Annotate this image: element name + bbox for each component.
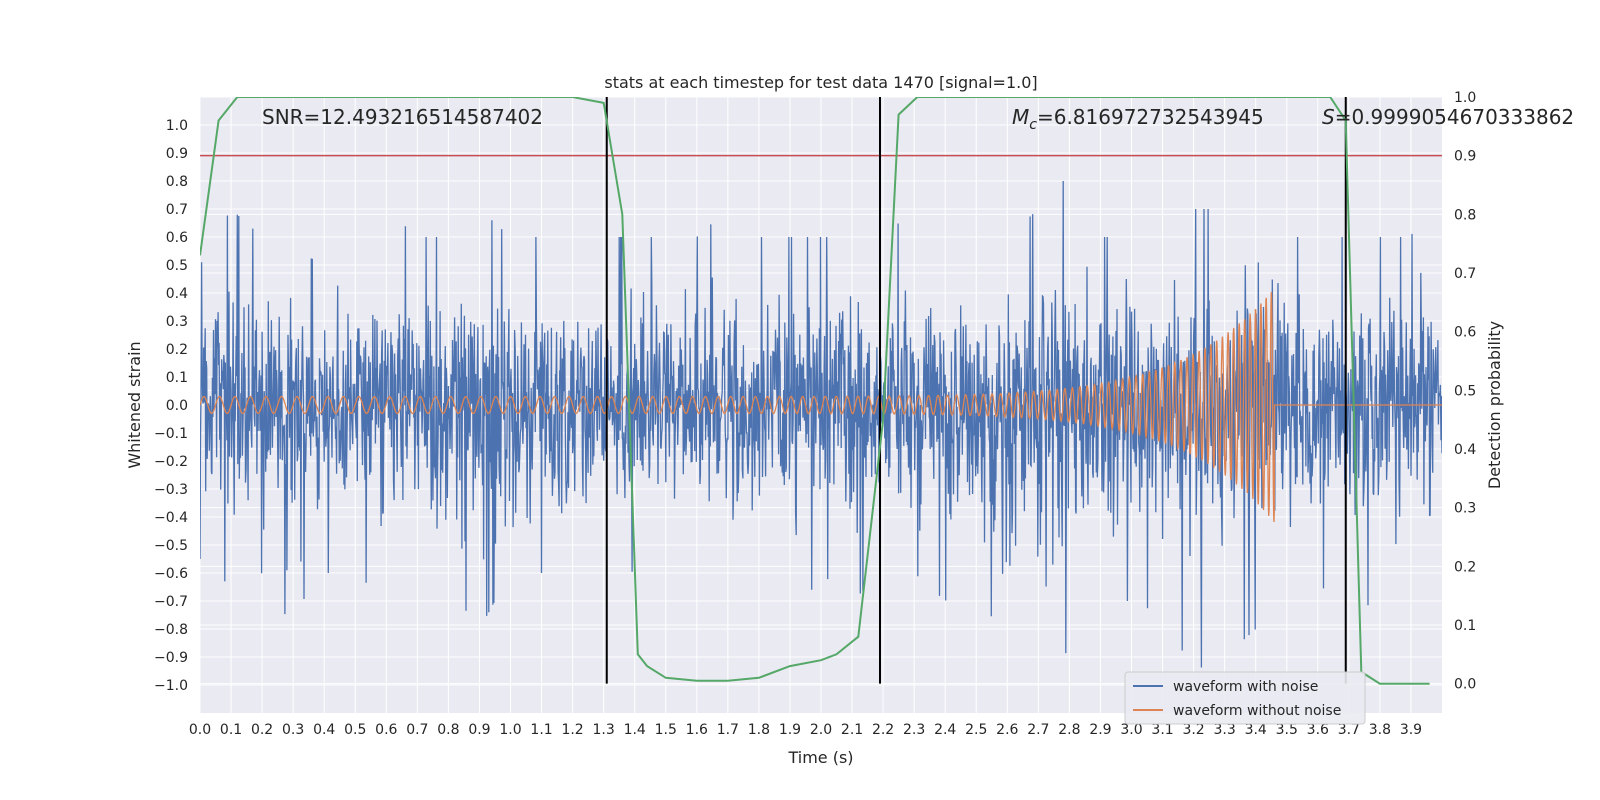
x-tick-label: 3.5 xyxy=(1276,722,1298,738)
y-right-tick-label: 0.3 xyxy=(1454,501,1476,517)
legend-box xyxy=(1124,671,1366,725)
x-tick-label: 2.1 xyxy=(841,722,863,738)
y-tick-label: 0.6 xyxy=(166,230,188,246)
y-tick-label: −0.2 xyxy=(154,454,188,470)
x-tick-label: 2.6 xyxy=(996,722,1018,738)
y-right-tick-label: 0.2 xyxy=(1454,559,1476,575)
y-right-tick-label: 0.4 xyxy=(1454,442,1476,458)
x-tick-label: 0.4 xyxy=(313,722,335,738)
snr-annotation: SNR=12.493216514587402 xyxy=(262,105,543,129)
x-tick-label: 0.9 xyxy=(468,722,490,738)
x-tick-label: 1.0 xyxy=(499,722,521,738)
y-tick-label: 0.8 xyxy=(166,174,188,190)
y-right-tick-label: 0.8 xyxy=(1454,207,1476,223)
x-tick-label: 2.0 xyxy=(810,722,832,738)
y-tick-label: −0.7 xyxy=(154,594,188,610)
y-tick-label: 0.0 xyxy=(166,398,188,414)
y-right-tick-label: 0.6 xyxy=(1454,325,1476,341)
y-right-tick-label: 0.0 xyxy=(1454,677,1476,693)
legend: waveform with noise waveform without noi… xyxy=(1124,671,1366,725)
x-tick-label: 0.2 xyxy=(251,722,273,738)
y-tick-label: −0.3 xyxy=(154,482,188,498)
x-tick-label: 2.9 xyxy=(1089,722,1111,738)
y-tick-label: 0.3 xyxy=(166,314,188,330)
x-tick-label: 1.4 xyxy=(624,722,646,738)
x-tick-label: 1.8 xyxy=(748,722,770,738)
x-tick-label: 0.7 xyxy=(406,722,428,738)
x-tick-label: 3.6 xyxy=(1307,722,1329,738)
x-tick-label: 3.9 xyxy=(1400,722,1422,738)
y-tick-label: 0.2 xyxy=(166,342,188,358)
x-tick-label: 3.1 xyxy=(1151,722,1173,738)
x-axis-ticks: 0.0 0.1 0.2 0.3 0.4 0.5 0.6 0.7 0.8 0.9 1.0 1.1 1.2 1… xyxy=(189,722,1422,738)
x-tick-label: 3.0 xyxy=(1120,722,1142,738)
y-tick-label: −0.1 xyxy=(154,426,188,442)
y-tick-label: −0.9 xyxy=(154,650,188,666)
y-tick-label: 0.9 xyxy=(166,146,188,162)
x-tick-label: 2.4 xyxy=(934,722,956,738)
x-tick-label: 3.7 xyxy=(1338,722,1360,738)
x-tick-label: 0.3 xyxy=(282,722,304,738)
x-tick-label: 3.2 xyxy=(1182,722,1204,738)
x-tick-label: 0.0 xyxy=(189,722,211,738)
y-tick-label: 0.1 xyxy=(166,370,188,386)
legend-label-waveform-with-noise: waveform with noise xyxy=(1173,679,1318,695)
chirp-mass-symbol: M xyxy=(1012,105,1029,129)
chirp-mass-annotation: Mc=6.816972732543945 xyxy=(1012,105,1264,133)
x-tick-label: 1.5 xyxy=(655,722,677,738)
series-detection-probability xyxy=(200,97,1430,685)
y-tick-label: 0.4 xyxy=(166,286,188,302)
score-annotation: S=0.9999054670333862 xyxy=(1322,105,1574,129)
legend-label-waveform-without-noise: waveform without noise xyxy=(1173,703,1341,719)
y-tick-label: −0.8 xyxy=(154,622,188,638)
y-right-tick-label: 0.1 xyxy=(1454,618,1476,634)
score-value: =0.9999054670333862 xyxy=(1335,105,1574,129)
x-tick-label: 1.2 xyxy=(561,722,583,738)
x-tick-label: 3.3 xyxy=(1214,722,1236,738)
y-tick-label: 0.5 xyxy=(166,258,188,274)
y-right-tick-label: 0.7 xyxy=(1454,266,1476,282)
series-waveform-without-noise xyxy=(200,292,1442,523)
y-tick-label: −1.0 xyxy=(154,678,188,694)
x-axis-label: Time (s) xyxy=(787,748,853,767)
y-right-axis-ticks: 1.0 0.9 0.8 0.7 0.6 0.5 0.4 0.3 0.2 0.1 0.0 xyxy=(1454,90,1476,693)
y-right-axis-label: Detection probability xyxy=(1485,321,1504,489)
score-symbol: S xyxy=(1322,105,1335,129)
x-tick-label: 3.8 xyxy=(1369,722,1391,738)
x-tick-label: 0.8 xyxy=(437,722,459,738)
x-tick-label: 1.6 xyxy=(686,722,708,738)
x-tick-label: 0.1 xyxy=(220,722,242,738)
x-tick-label: 1.7 xyxy=(717,722,739,738)
x-tick-label: 0.5 xyxy=(344,722,366,738)
x-tick-label: 0.6 xyxy=(375,722,397,738)
y-tick-label: −0.5 xyxy=(154,538,188,554)
chirp-mass-value: =6.816972732543945 xyxy=(1037,105,1264,129)
x-tick-label: 1.9 xyxy=(779,722,801,738)
y-tick-label: −0.6 xyxy=(154,566,188,582)
y-axis-ticks: 1.0 0.9 0.8 0.7 0.6 0.5 0.4 0.3 0.2 0.1 0.0 −0.1 −0.… xyxy=(154,118,188,694)
y-tick-label: 1.0 xyxy=(166,118,188,134)
y-right-tick-label: 0.5 xyxy=(1454,383,1476,399)
y-tick-label: −0.4 xyxy=(154,510,188,526)
y-tick-label: 0.7 xyxy=(166,202,188,218)
x-tick-label: 2.2 xyxy=(872,722,894,738)
x-tick-label: 2.7 xyxy=(1027,722,1049,738)
x-tick-label: 2.5 xyxy=(965,722,987,738)
x-tick-label: 1.1 xyxy=(530,722,552,738)
y-right-tick-label: 1.0 xyxy=(1454,90,1476,106)
chart-title: stats at each timestep for test data 147… xyxy=(604,73,1037,92)
x-tick-label: 3.4 xyxy=(1245,722,1267,738)
x-tick-label: 2.8 xyxy=(1058,722,1080,738)
y-axis-label: Whitened strain xyxy=(125,341,144,468)
x-tick-label: 1.3 xyxy=(593,722,615,738)
x-tick-label: 2.3 xyxy=(903,722,925,738)
series-layer xyxy=(200,97,1442,685)
chirp-mass-subscript: c xyxy=(1029,117,1037,133)
y-right-tick-label: 0.9 xyxy=(1454,149,1476,165)
